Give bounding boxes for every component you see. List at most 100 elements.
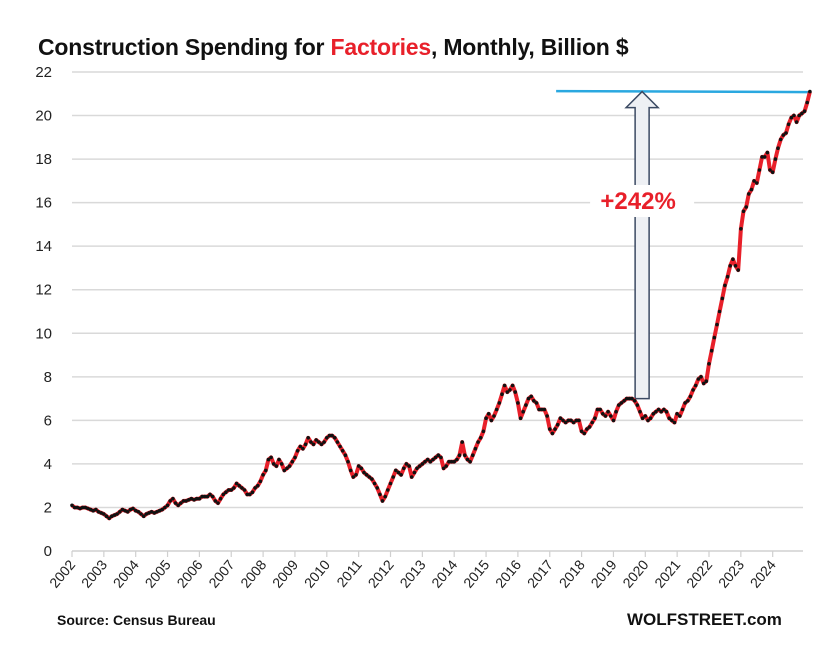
- data-point: [125, 510, 130, 514]
- data-point: [725, 274, 730, 279]
- data-point: [224, 490, 228, 495]
- data-point: [526, 396, 531, 401]
- data-point: [680, 407, 685, 412]
- data-point: [118, 510, 122, 514]
- data-point: [696, 377, 701, 381]
- data-point: [465, 457, 470, 462]
- data-point: [399, 473, 403, 477]
- data-point: [86, 506, 90, 511]
- data-point: [277, 457, 281, 462]
- data-point: [699, 375, 703, 379]
- data-point: [431, 457, 435, 462]
- data-point: [603, 414, 608, 418]
- data-point: [513, 390, 517, 394]
- data-point: [555, 422, 560, 427]
- data-point: [505, 390, 510, 394]
- x-tick-label: 2017: [524, 556, 556, 590]
- data-point: [264, 468, 268, 473]
- data-point: [107, 516, 111, 521]
- data-point: [70, 503, 74, 508]
- data-point: [789, 115, 794, 120]
- annotation-label: +242%: [600, 188, 675, 215]
- data-point: [582, 431, 587, 436]
- data-point: [550, 431, 555, 436]
- data-point: [606, 409, 610, 414]
- data-point: [800, 111, 804, 116]
- data-point: [160, 507, 164, 512]
- x-tick-label: 2011: [333, 556, 365, 590]
- x-tick-label: 2019: [587, 556, 619, 590]
- data-point: [391, 475, 396, 479]
- data-point: [630, 396, 634, 401]
- data-point: [720, 296, 725, 301]
- data-point: [311, 442, 316, 447]
- data-point: [213, 499, 218, 503]
- data-point: [269, 455, 273, 460]
- source-note: Source: Census Bureau: [57, 612, 216, 628]
- data-point: [139, 512, 143, 516]
- data-point: [441, 466, 446, 471]
- data-point: [733, 264, 738, 268]
- data-point: [794, 120, 799, 124]
- data-point: [255, 483, 260, 488]
- data-point: [585, 427, 589, 431]
- data-point: [94, 507, 98, 512]
- data-point: [545, 414, 549, 418]
- data-point: [354, 473, 358, 477]
- data-point: [194, 496, 199, 501]
- title-highlight: Factories: [330, 34, 432, 60]
- x-tick-label: 2013: [396, 556, 428, 590]
- data-point: [601, 412, 605, 416]
- data-point: [502, 383, 507, 388]
- data-point: [359, 466, 364, 471]
- data-point: [433, 455, 438, 460]
- data-point: [683, 401, 687, 405]
- data-point: [295, 449, 300, 453]
- data-point: [516, 401, 520, 405]
- data-point: [388, 481, 393, 486]
- data-point: [338, 444, 342, 449]
- data-point: [184, 499, 188, 503]
- data-point: [362, 470, 366, 475]
- data-point: [773, 157, 778, 161]
- brand-watermark: WOLFSTREET.com: [627, 610, 782, 629]
- data-point: [287, 464, 292, 468]
- data-point: [455, 457, 459, 462]
- data-point: [330, 433, 334, 438]
- data-point: [678, 414, 682, 418]
- data-point: [471, 453, 475, 458]
- data-point: [412, 470, 417, 475]
- data-point: [306, 436, 311, 440]
- data-point: [587, 425, 592, 429]
- data-point: [749, 187, 754, 192]
- data-point: [563, 420, 568, 425]
- data-point: [704, 379, 709, 384]
- x-tick-label: 2008: [237, 556, 269, 590]
- data-point: [396, 470, 401, 475]
- data-point: [102, 512, 106, 516]
- y-tick-label: 10: [35, 325, 52, 342]
- data-point: [709, 348, 714, 353]
- x-tick-label: 2024: [747, 556, 779, 590]
- data-point: [686, 399, 690, 403]
- data-point: [712, 335, 717, 340]
- gridlines: [72, 71, 803, 509]
- data-point: [104, 514, 109, 518]
- data-point: [226, 488, 231, 492]
- data-point: [765, 150, 770, 155]
- data-point: [242, 488, 247, 492]
- data-point: [165, 503, 170, 508]
- data-point: [529, 394, 533, 399]
- data-point: [110, 514, 114, 518]
- data-point: [285, 466, 289, 471]
- x-tick-label: 2016: [492, 556, 524, 590]
- data-point: [144, 512, 149, 516]
- data-point: [518, 416, 523, 421]
- data-point: [654, 409, 658, 414]
- data-point: [189, 496, 194, 501]
- data-point: [417, 464, 422, 468]
- data-point: [303, 442, 308, 447]
- data-point: [617, 403, 621, 407]
- data-point: [693, 383, 698, 388]
- data-point: [558, 416, 563, 421]
